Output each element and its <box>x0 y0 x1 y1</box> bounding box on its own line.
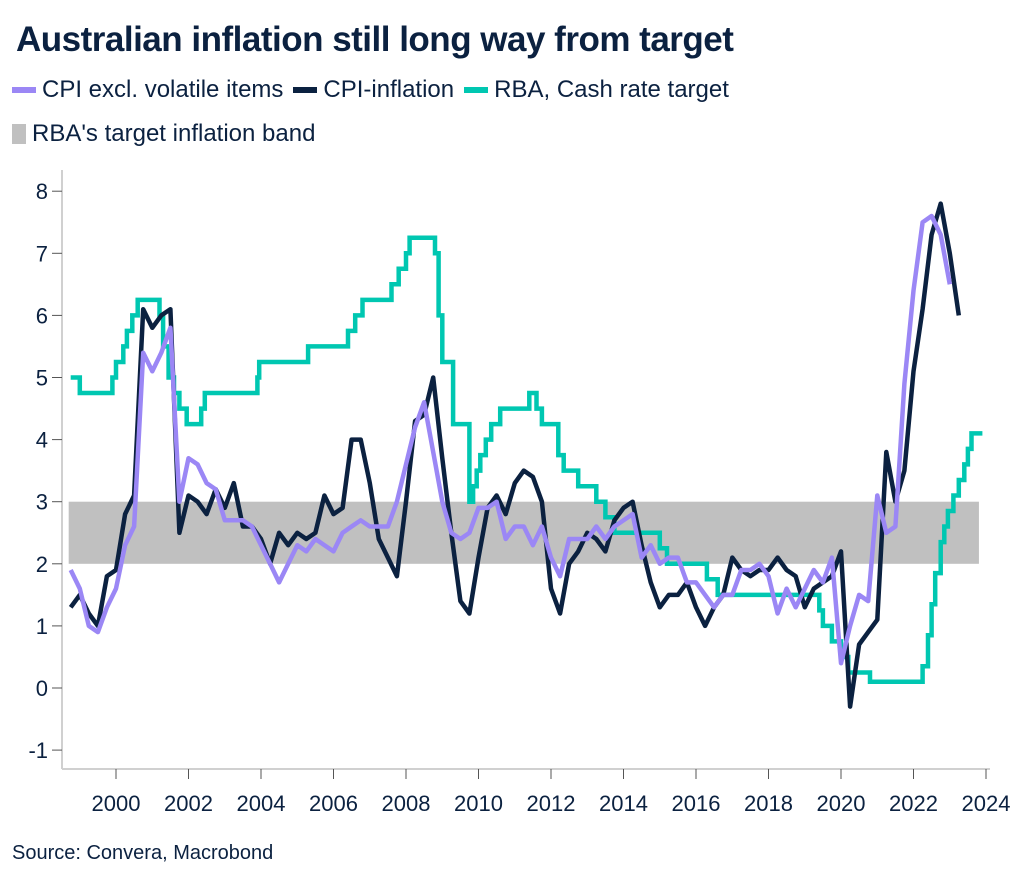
legend-row-2: RBA's target inflation band <box>12 120 325 148</box>
legend-item-cpi: CPI-inflation <box>293 76 454 104</box>
y-tick-label: 8 <box>36 179 48 204</box>
legend-swatch-cash-rate <box>464 87 489 93</box>
x-tick-label: 2004 <box>237 791 286 816</box>
x-tick-label: 2012 <box>527 791 576 816</box>
series-line-cpi-excl-volatile-items <box>68 213 953 666</box>
chart-title: Australian inflation still long way from… <box>16 20 734 59</box>
x-tick-label: 2022 <box>889 791 938 816</box>
y-tick-label: 5 <box>36 366 48 391</box>
y-tick-label: 2 <box>36 552 48 577</box>
y-tick-label: -1 <box>28 738 48 763</box>
legend-swatch-cpi <box>293 87 318 93</box>
x-tick-label: 2024 <box>962 791 1011 816</box>
legend-label-cpi-excl: CPI excl. volatile items <box>42 76 284 103</box>
x-tick-label: 2008 <box>382 791 431 816</box>
x-tick-label: 2020 <box>817 791 866 816</box>
legend-label-cpi: CPI-inflation <box>323 76 455 103</box>
x-tick-label: 2010 <box>454 791 503 816</box>
y-tick-label: 1 <box>36 614 48 639</box>
y-tick-label: 0 <box>36 676 48 701</box>
legend-label-band: RBA's target inflation band <box>32 120 316 147</box>
legend-item-band: RBA's target inflation band <box>12 120 315 148</box>
x-tick-label: 2002 <box>164 791 213 816</box>
legend-swatch-cpi-excl <box>12 87 36 93</box>
y-tick-label: 7 <box>36 241 48 266</box>
legend-item-cpi-excl: CPI excl. volatile items <box>12 76 283 104</box>
y-tick-label: 6 <box>36 303 48 328</box>
y-tick-label: 4 <box>36 428 48 453</box>
legend-label-cash-rate: RBA, Cash rate target <box>494 76 729 103</box>
x-tick-label: 2018 <box>744 791 793 816</box>
series-line-cpi-inflation <box>68 201 962 709</box>
y-tick-label: 3 <box>36 490 48 515</box>
x-tick-label: 2014 <box>599 791 648 816</box>
x-tick-label: 2016 <box>672 791 721 816</box>
legend-row-1: CPI excl. volatile items CPI-inflation R… <box>12 76 739 104</box>
legend-item-cash-rate: RBA, Cash rate target <box>464 76 729 104</box>
x-tick-label: 2006 <box>309 791 358 816</box>
legend-swatch-band <box>12 124 26 144</box>
series-line-rba-cash-rate-target <box>70 235 983 685</box>
source-note: Source: Convera, Macrobond <box>12 842 274 864</box>
x-tick-label: 2000 <box>92 791 141 816</box>
